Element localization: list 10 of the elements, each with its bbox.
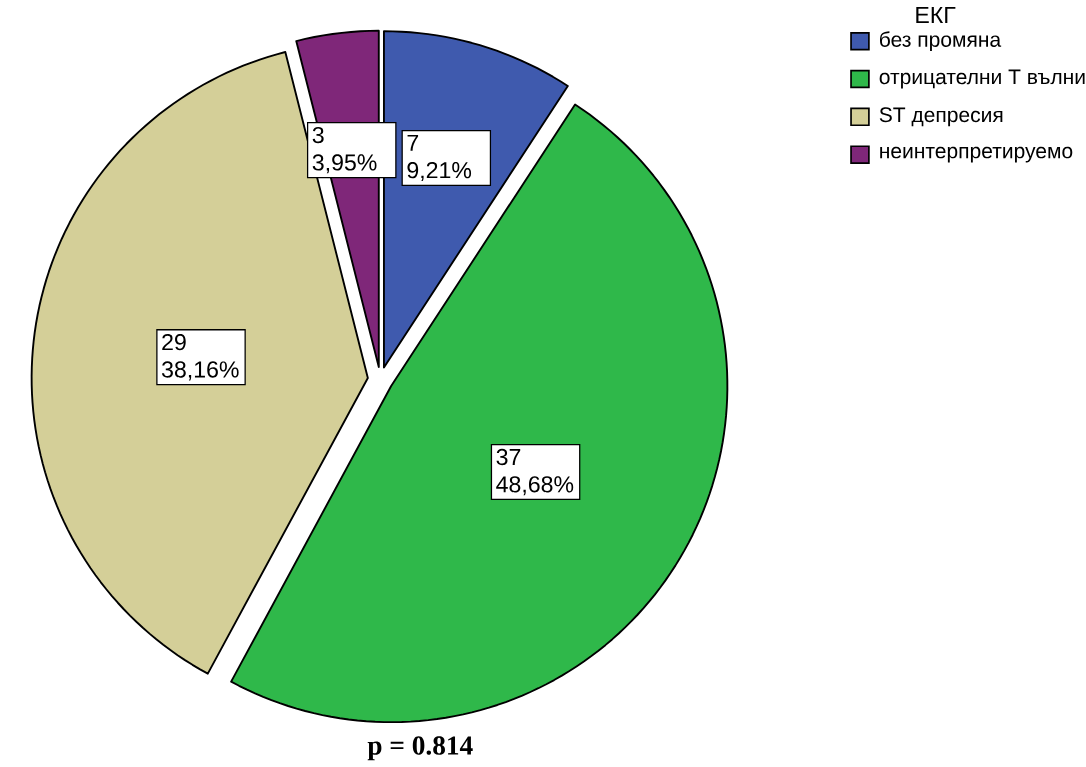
legend-label: отрицателни Т вълни [879,69,1085,89]
data-label: 29 38,16% [161,333,239,381]
data-label: 3 3,95% [312,126,377,174]
legend-label: ST депресия [879,107,1003,127]
legend-label: без промяна [880,31,1002,51]
legend-label: неинтерпретируемо [880,146,1073,163]
data-label: 37 48,68% [496,448,574,496]
legend-title: ЕКГ [916,6,956,23]
text: p = 0.814 [367,736,473,761]
data-label: 7 9,21% [407,134,472,181]
